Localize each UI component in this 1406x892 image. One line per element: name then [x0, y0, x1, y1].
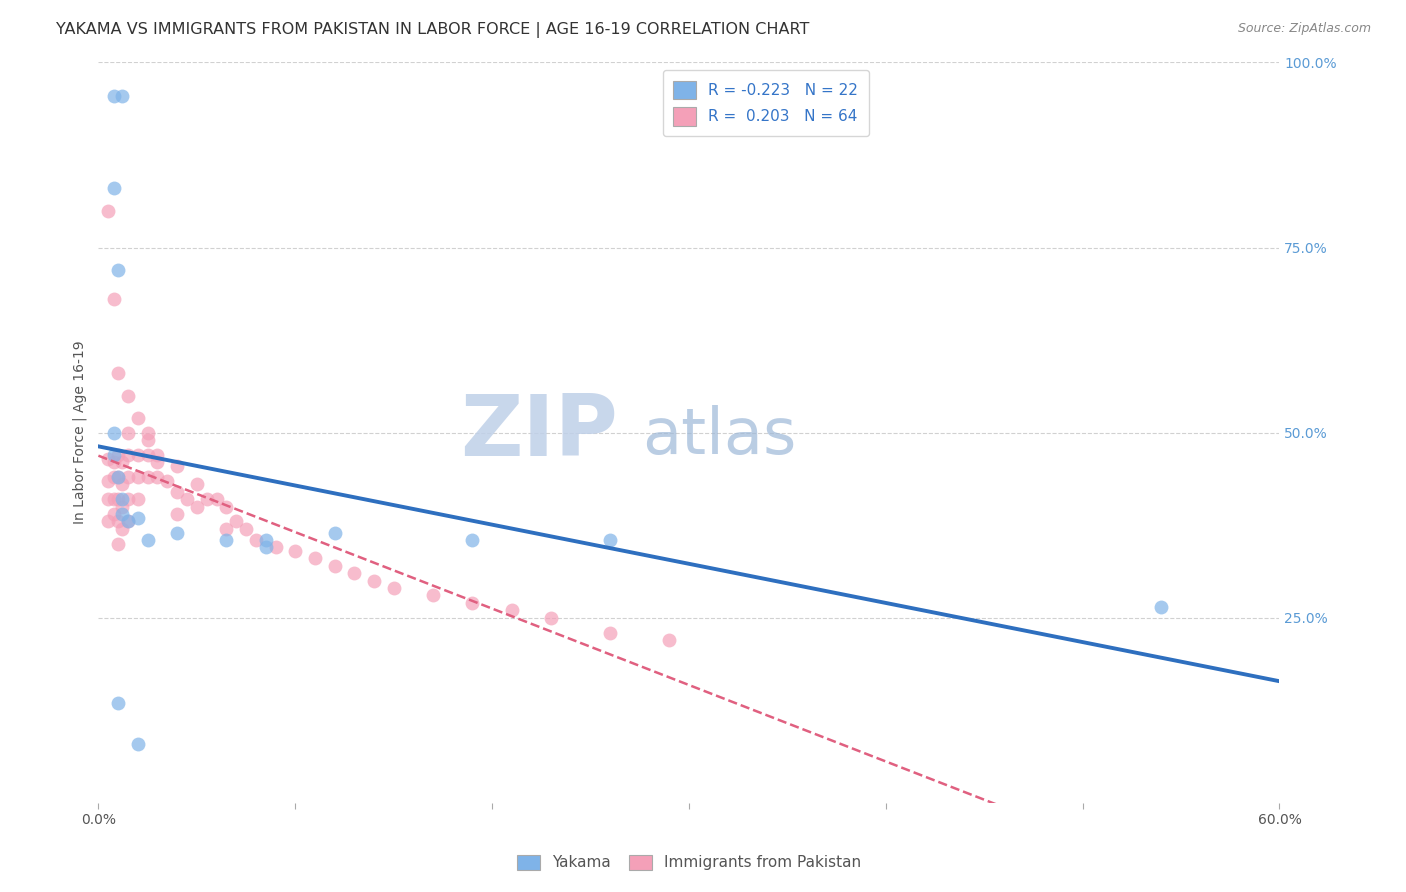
Point: [103, 492, 125, 507]
Point: [382, 581, 405, 595]
Text: ZIP: ZIP: [460, 391, 619, 475]
Point: [127, 448, 149, 462]
Point: [599, 625, 621, 640]
Point: [97, 474, 120, 488]
Point: [103, 293, 125, 307]
Point: [127, 510, 149, 524]
Point: [111, 88, 134, 103]
Point: [127, 492, 149, 507]
Point: [103, 470, 125, 484]
Y-axis label: In Labor Force | Age 16-19: In Labor Force | Age 16-19: [72, 341, 87, 524]
Point: [540, 611, 562, 625]
Point: [117, 515, 139, 529]
Point: [111, 507, 134, 521]
Point: [501, 603, 523, 617]
Legend: Yakama, Immigrants from Pakistan: Yakama, Immigrants from Pakistan: [510, 848, 868, 877]
Point: [107, 537, 129, 551]
Point: [323, 525, 346, 540]
Text: Source: ZipAtlas.com: Source: ZipAtlas.com: [1237, 22, 1371, 36]
Point: [235, 522, 257, 536]
Point: [1150, 599, 1173, 614]
Point: [166, 458, 188, 473]
Point: [103, 181, 125, 195]
Point: [111, 477, 134, 491]
Point: [107, 262, 129, 277]
Point: [107, 696, 129, 710]
Point: [136, 470, 159, 484]
Point: [225, 515, 247, 529]
Point: [97, 203, 120, 218]
Point: [107, 515, 129, 529]
Point: [186, 500, 208, 514]
Point: [166, 525, 188, 540]
Point: [107, 367, 129, 381]
Point: [111, 492, 134, 507]
Point: [136, 425, 159, 440]
Point: [146, 470, 169, 484]
Point: [136, 448, 159, 462]
Text: YAKAMA VS IMMIGRANTS FROM PAKISTAN IN LABOR FORCE | AGE 16-19 CORRELATION CHART: YAKAMA VS IMMIGRANTS FROM PAKISTAN IN LA…: [56, 22, 810, 38]
Point: [599, 533, 621, 547]
Point: [205, 492, 228, 507]
Point: [107, 470, 129, 484]
Point: [186, 477, 208, 491]
Point: [254, 533, 277, 547]
Text: atlas: atlas: [641, 405, 796, 467]
Point: [117, 470, 139, 484]
Point: [107, 470, 129, 484]
Point: [156, 474, 179, 488]
Point: [117, 389, 139, 403]
Point: [323, 558, 346, 573]
Point: [97, 492, 120, 507]
Point: [103, 507, 125, 521]
Point: [103, 88, 125, 103]
Point: [176, 492, 198, 507]
Point: [215, 500, 238, 514]
Point: [127, 470, 149, 484]
Point: [97, 451, 120, 466]
Point: [103, 448, 125, 462]
Point: [117, 515, 139, 529]
Point: [146, 455, 169, 469]
Point: [422, 589, 444, 603]
Point: [461, 596, 484, 610]
Point: [264, 541, 287, 555]
Point: [111, 500, 134, 514]
Point: [166, 484, 188, 499]
Point: [254, 541, 277, 555]
Point: [343, 566, 366, 581]
Point: [107, 492, 129, 507]
Point: [461, 533, 484, 547]
Point: [146, 448, 169, 462]
Point: [166, 507, 188, 521]
Point: [117, 425, 139, 440]
Point: [245, 533, 267, 547]
Point: [111, 522, 134, 536]
Point: [215, 522, 238, 536]
Point: [284, 544, 307, 558]
Point: [304, 551, 326, 566]
Point: [103, 455, 125, 469]
Point: [127, 737, 149, 751]
Point: [195, 492, 218, 507]
Point: [127, 410, 149, 425]
Point: [117, 492, 139, 507]
Point: [97, 515, 120, 529]
Point: [117, 448, 139, 462]
Point: [136, 433, 159, 447]
Point: [103, 425, 125, 440]
Point: [107, 448, 129, 462]
Point: [215, 533, 238, 547]
Point: [658, 632, 681, 647]
Point: [111, 455, 134, 469]
Point: [136, 533, 159, 547]
Point: [363, 574, 385, 588]
